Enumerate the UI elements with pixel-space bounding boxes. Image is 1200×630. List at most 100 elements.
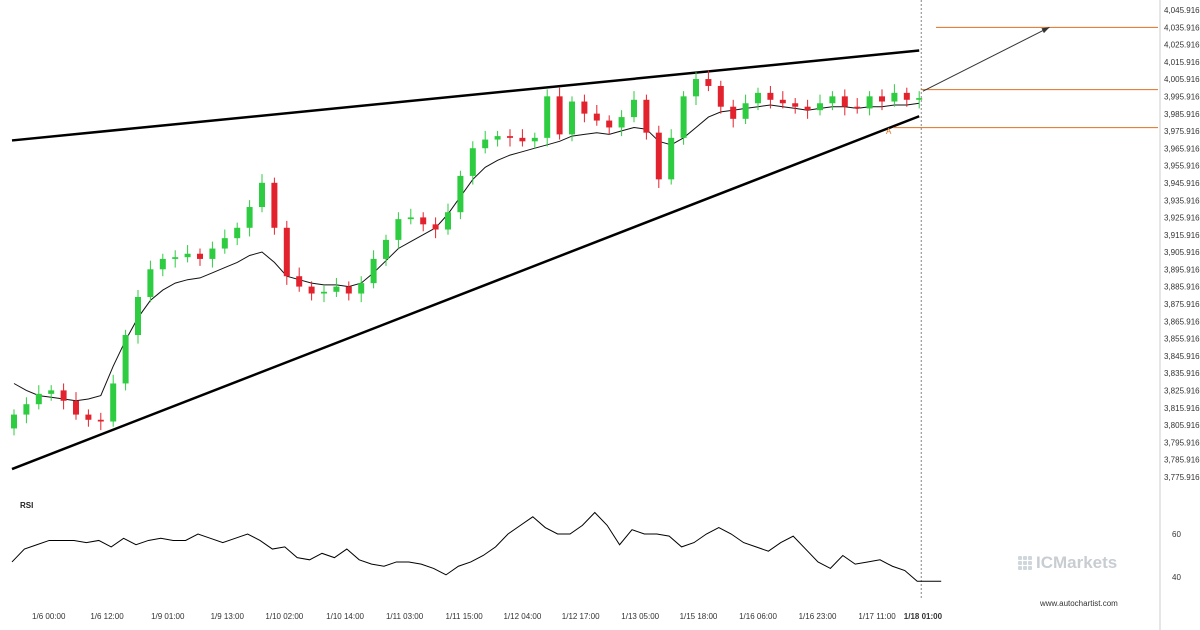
y-tick-label: 4,025.9168 bbox=[1164, 41, 1200, 50]
rsi-line bbox=[11, 511, 942, 582]
x-tick-label: 1/12 17:00 bbox=[562, 612, 600, 621]
y-tick-label: 3,875.9168 bbox=[1164, 300, 1200, 309]
candle-body bbox=[916, 98, 923, 100]
candle-body bbox=[370, 258, 377, 284]
x-tick-label: 1/6 00:00 bbox=[32, 612, 66, 621]
rsi-tick-label: 40 bbox=[1172, 573, 1181, 582]
y-tick-label: 4,045.9168 bbox=[1164, 6, 1200, 15]
candle-body bbox=[11, 414, 17, 429]
y-tick-label: 3,855.9168 bbox=[1164, 335, 1200, 344]
overlay-layer: A bbox=[886, 0, 1158, 600]
candle-body bbox=[581, 101, 588, 114]
candle-body bbox=[296, 276, 303, 287]
y-tick-label: 3,845.9168 bbox=[1164, 352, 1200, 361]
x-tick-label: 1/9 01:00 bbox=[151, 612, 185, 621]
y-tick-label: 3,895.9168 bbox=[1164, 265, 1200, 274]
candle-body bbox=[643, 99, 650, 133]
candle-body bbox=[122, 335, 129, 384]
candle-body bbox=[60, 390, 67, 401]
candle-body bbox=[321, 291, 327, 294]
icmarkets-watermark: ICMarkets bbox=[1018, 553, 1117, 573]
candle-body bbox=[817, 103, 823, 111]
y-tick-label: 3,825.9168 bbox=[1164, 387, 1200, 396]
candle-body bbox=[519, 137, 526, 142]
candle-body bbox=[271, 182, 278, 228]
candle-body bbox=[879, 96, 885, 102]
y-tick-label: 3,985.9168 bbox=[1164, 110, 1200, 119]
candle-body bbox=[705, 79, 712, 86]
x-tick-label: 1/11 03:00 bbox=[386, 612, 424, 621]
candle-body bbox=[135, 296, 141, 336]
y-tick-label: 3,925.9168 bbox=[1164, 214, 1200, 223]
candle-body bbox=[407, 217, 414, 220]
x-tick-label: 1/16 23:00 bbox=[799, 612, 837, 621]
forecast-arrow-line bbox=[922, 26, 1050, 92]
candle-body bbox=[147, 269, 154, 297]
y-tick-label: 3,865.9168 bbox=[1164, 317, 1200, 326]
candle-body bbox=[569, 101, 575, 135]
candle-body bbox=[197, 253, 203, 259]
x-tick-label: 1/16 06:00 bbox=[739, 612, 777, 621]
watermark-brand: ICMarkets bbox=[1036, 553, 1118, 572]
y-tick-label: 4,035.9168 bbox=[1164, 23, 1200, 32]
candle-body bbox=[891, 92, 898, 102]
y-tick-label: 3,785.9168 bbox=[1164, 456, 1200, 465]
candle-body bbox=[457, 175, 464, 213]
candle-body bbox=[172, 257, 179, 259]
candle-body bbox=[159, 258, 166, 270]
candle-body bbox=[482, 139, 489, 149]
candles-layer bbox=[11, 70, 923, 436]
y-tick-label: 3,955.9168 bbox=[1164, 162, 1200, 171]
candle-body bbox=[234, 227, 241, 239]
candle-body bbox=[395, 219, 402, 240]
candle-body bbox=[680, 96, 687, 138]
candle-body bbox=[841, 96, 848, 107]
y-tick-label: 4,015.9168 bbox=[1164, 58, 1200, 67]
candle-body bbox=[259, 182, 265, 208]
candle-body bbox=[383, 239, 389, 259]
candle-body bbox=[358, 283, 365, 294]
candle-body bbox=[730, 106, 737, 119]
candle-body bbox=[507, 136, 513, 138]
upper-trendline bbox=[11, 49, 920, 142]
footer-credit: www.autochartist.com bbox=[1040, 599, 1118, 608]
candle-body bbox=[742, 103, 749, 119]
y-tick-label: 4,005.9168 bbox=[1164, 75, 1200, 84]
candle-body bbox=[48, 390, 55, 394]
y-tick-label: 3,915.9168 bbox=[1164, 231, 1200, 240]
candle-body bbox=[618, 117, 625, 128]
y-tick-label: 3,995.9168 bbox=[1164, 92, 1200, 101]
candle-body bbox=[767, 92, 774, 100]
candle-body bbox=[209, 248, 216, 259]
icmarkets-logo-icon bbox=[1018, 556, 1032, 570]
candle-body bbox=[544, 96, 551, 138]
point-label: A bbox=[886, 127, 892, 136]
candle-body bbox=[221, 238, 228, 249]
y-tick-label: 3,965.9168 bbox=[1164, 144, 1200, 153]
candle-body bbox=[23, 404, 30, 415]
rsi-tick-label: 60 bbox=[1172, 530, 1181, 539]
candle-body bbox=[85, 414, 92, 420]
x-tick-label: 1/18 01:00 bbox=[904, 612, 943, 621]
candle-body bbox=[693, 79, 699, 97]
candle-body bbox=[283, 227, 290, 277]
x-tick-label: 1/11 15:00 bbox=[446, 612, 484, 621]
y-tick-label: 3,775.9168 bbox=[1164, 473, 1200, 482]
candle-body bbox=[97, 419, 104, 422]
trendline-layer bbox=[11, 49, 920, 471]
candle-body bbox=[184, 253, 191, 258]
axes-layer: 4,045.9168 4,035.9168 4,025.9168 4,015.9168… bbox=[32, 0, 1200, 630]
x-tick-label: 1/12 04:00 bbox=[503, 612, 541, 621]
y-tick-label: 3,815.9168 bbox=[1164, 404, 1200, 413]
y-tick-label: 3,805.9168 bbox=[1164, 421, 1200, 430]
candle-body bbox=[469, 148, 476, 176]
candle-body bbox=[829, 96, 836, 104]
candle-body bbox=[110, 383, 117, 422]
candle-body bbox=[345, 286, 352, 294]
x-tick-label: 1/13 05:00 bbox=[621, 612, 659, 621]
candle-body bbox=[804, 106, 811, 111]
y-tick-label: 3,935.9168 bbox=[1164, 196, 1200, 205]
candle-body bbox=[779, 99, 786, 104]
